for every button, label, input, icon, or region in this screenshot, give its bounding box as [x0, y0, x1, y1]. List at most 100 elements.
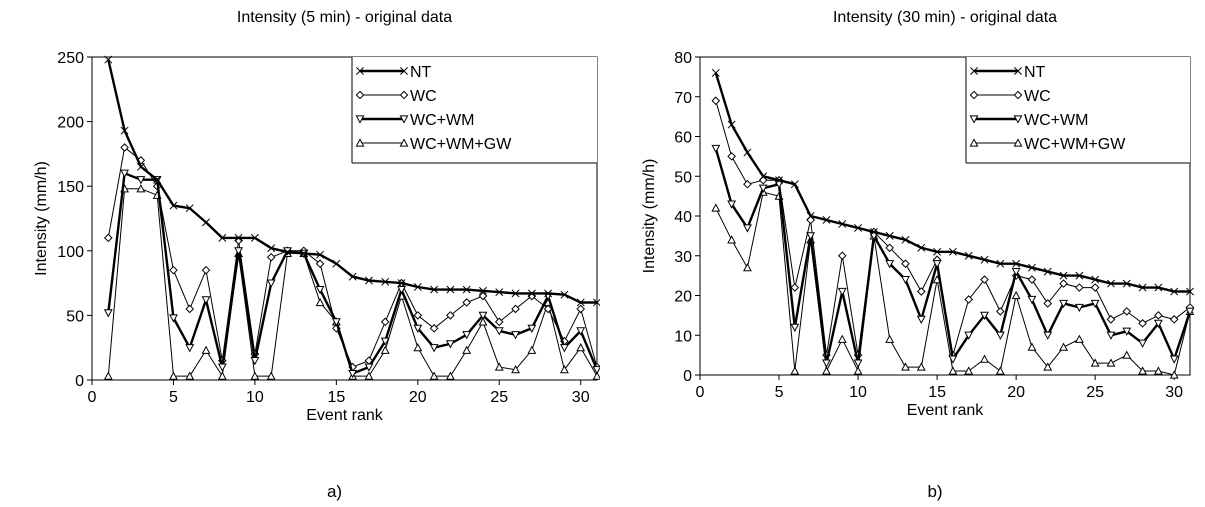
y-tick-label: 0: [683, 368, 692, 385]
panel-label: a): [327, 482, 342, 501]
data-point: [1153, 366, 1163, 375]
data-point: [727, 120, 736, 129]
data-point: [495, 288, 504, 297]
data-point: [758, 184, 768, 193]
data-point: [446, 311, 455, 320]
x-tick-label: 0: [88, 389, 97, 406]
data-point: [413, 343, 423, 352]
data-point: [806, 232, 816, 241]
data-point: [822, 359, 831, 368]
y-tick-label: 200: [57, 115, 84, 132]
data-point: [348, 369, 358, 379]
data-point: [1075, 271, 1084, 280]
data-point: [527, 289, 536, 298]
data-point: [853, 366, 863, 375]
data-point: [250, 357, 260, 366]
data-point: [494, 362, 504, 371]
data-point: [120, 143, 129, 152]
data-point: [120, 169, 130, 178]
data-point: [104, 55, 113, 64]
data-point: [964, 366, 974, 375]
data-point: [283, 248, 292, 257]
legend-marker: [1014, 67, 1022, 75]
y-tick-label: 80: [674, 50, 692, 67]
data-point: [964, 251, 973, 260]
data-point: [316, 250, 325, 259]
data-point: [185, 204, 194, 213]
data-point: [822, 216, 831, 224]
data-point: [1090, 283, 1100, 292]
data-point: [901, 259, 910, 269]
legend-box: [352, 57, 597, 163]
legend-marker: [1013, 138, 1023, 147]
x-tick-label: 5: [169, 389, 178, 406]
data-point: [996, 259, 1005, 268]
data-point: [1011, 290, 1021, 300]
data-point: [1059, 299, 1068, 309]
legend: NT WC WC+WM WC+WM+GW: [351, 57, 597, 164]
data-point: [511, 365, 520, 374]
legend-item: WC+WM: [355, 112, 474, 129]
x-tick-label: 10: [849, 384, 867, 401]
data-point: [1186, 287, 1194, 296]
data-point: [103, 309, 113, 318]
data-point: [1107, 279, 1115, 288]
x-tick-label: 5: [775, 384, 784, 401]
series-wc-wm: [711, 144, 1194, 368]
data-point: [576, 298, 585, 307]
y-tick-label: 60: [674, 130, 692, 147]
data-point: [267, 244, 276, 253]
legend-marker: [355, 138, 365, 147]
x-tick-label: 0: [696, 384, 705, 401]
legend: NT WC WC+WM WC+WM+GW: [965, 57, 1190, 164]
data-point: [494, 327, 504, 336]
chart-panel-b: Intensity (30 min) - original data 0 10 20 3…: [600, 0, 1205, 507]
data-point: [995, 331, 1005, 340]
y-tick-label: 50: [66, 308, 84, 325]
data-point: [885, 334, 895, 343]
data-point: [380, 345, 390, 354]
data-point: [1011, 268, 1021, 277]
data-point: [1153, 319, 1163, 328]
data-point: [413, 283, 422, 291]
data-point: [202, 218, 210, 227]
data-point: [1059, 342, 1068, 351]
data-point: [380, 317, 390, 327]
data-point: [103, 233, 113, 243]
data-point: [996, 307, 1005, 316]
data-point: [217, 363, 227, 372]
data-point: [511, 289, 520, 298]
data-point: [201, 345, 211, 354]
data-point: [364, 276, 373, 285]
data-point: [1185, 307, 1194, 317]
data-point: [980, 255, 989, 264]
x-tick-label: 10: [246, 389, 264, 406]
data-point: [964, 331, 974, 340]
data-point: [185, 371, 195, 380]
data-point: [711, 203, 721, 212]
data-point: [790, 366, 800, 375]
data-point: [948, 355, 958, 364]
x-tick-label: 15: [327, 389, 345, 406]
data-point: [837, 287, 847, 297]
chart-a: Intensity (5 min) - original data0501001…: [33, 9, 601, 501]
data-point: [445, 371, 455, 380]
data-point: [822, 366, 831, 375]
data-point: [527, 324, 537, 333]
data-point: [527, 345, 537, 354]
data-point: [544, 289, 553, 298]
data-point: [592, 371, 601, 380]
data-point: [1122, 307, 1132, 316]
legend-label: WC+WM+GW: [410, 136, 512, 153]
data-point: [560, 290, 569, 299]
data-point: [120, 126, 129, 135]
data-point: [1122, 279, 1131, 288]
data-point: [775, 176, 783, 185]
chart-panel-a: Intensity (5 min) - original data 0 50 100 1…: [0, 0, 601, 507]
legend-item: WC: [969, 88, 1051, 105]
data-point: [948, 247, 957, 256]
legend-label: WC+WM: [1024, 112, 1088, 129]
legend-marker: [969, 138, 979, 147]
legend-label: WC+WM+GW: [1024, 136, 1126, 153]
data-point: [980, 354, 989, 363]
